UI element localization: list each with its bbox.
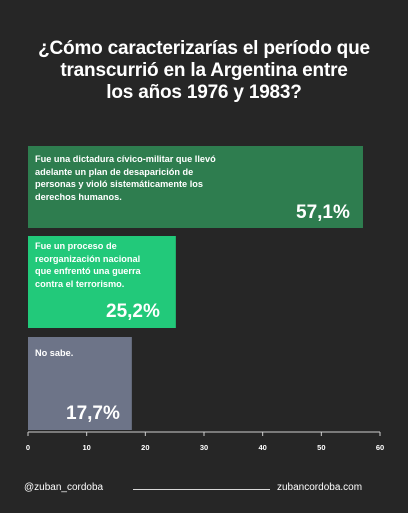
- footer-divider: [133, 489, 270, 490]
- title-line: ¿Cómo caracterizarías el período que: [38, 38, 370, 59]
- chart-title: ¿Cómo caracterizarías el período que tra…: [14, 38, 394, 104]
- title-line: transcurrió en la Argentina entre: [60, 60, 348, 81]
- x-tick-label: 10: [82, 443, 90, 452]
- bar-1: [28, 236, 176, 328]
- footer-handle: @zuban_cordoba: [24, 482, 104, 493]
- x-tick-label: 60: [376, 443, 384, 452]
- bar-label-line: derechos humanos.: [35, 191, 122, 202]
- title-line: los años 1976 y 1983?: [106, 82, 302, 103]
- bar-label-line: personas y violó sistemáticamente los: [35, 179, 203, 189]
- footer-website: zubancordoba.com: [277, 482, 363, 493]
- bar-label-line: reorganización nacional: [35, 253, 141, 264]
- x-tick-label: 40: [258, 443, 266, 452]
- x-tick-label: 30: [200, 443, 208, 452]
- bar-value-proceso: 25,2%: [106, 301, 160, 322]
- bar-label-line: Fue un proceso de: [35, 241, 117, 251]
- bar-2: [28, 337, 132, 430]
- bar-label-line: adelante un plan de desaparición de: [35, 166, 194, 177]
- bar-label-dictadura: Fue una dictadura cívico-militar que lle…: [35, 153, 355, 203]
- x-tick-label: 0: [26, 443, 30, 452]
- bar-label-line: No sabe.: [35, 348, 74, 358]
- bar-label-no-sabe: No sabe.: [35, 347, 125, 360]
- bar-label-line: que enfrentó una guerra: [35, 266, 141, 276]
- bar-0: [28, 146, 363, 228]
- bar-label-proceso: Fue un proceso de reorganización naciona…: [35, 240, 175, 290]
- x-tick-label: 50: [317, 443, 325, 452]
- bar-label-line: contra el terrorismo.: [35, 278, 125, 289]
- bar-value-dictadura: 57,1%: [296, 202, 350, 223]
- bar-label-line: Fue una dictadura cívico-militar que lle…: [35, 154, 216, 164]
- bar-value-no-sabe: 17,7%: [66, 403, 120, 424]
- x-tick-label: 20: [141, 443, 149, 452]
